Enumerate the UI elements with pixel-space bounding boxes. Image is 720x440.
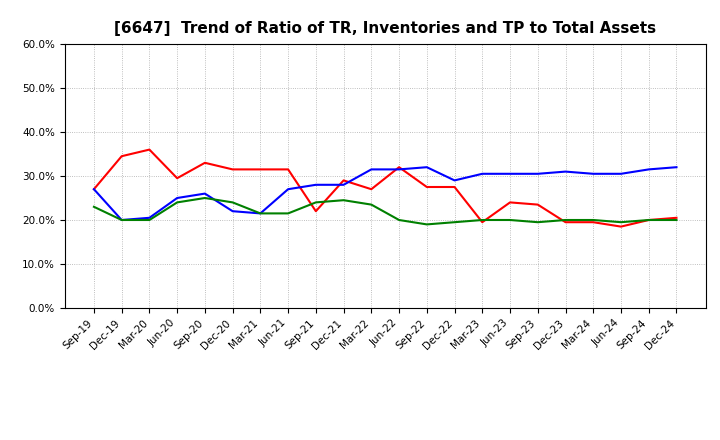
Trade Payables bbox=[589, 217, 598, 223]
Trade Receivables bbox=[589, 220, 598, 225]
Trade Payables bbox=[534, 220, 542, 225]
Trade Receivables bbox=[423, 184, 431, 190]
Inventories bbox=[672, 165, 681, 170]
Inventories bbox=[339, 182, 348, 187]
Trade Receivables bbox=[450, 184, 459, 190]
Trade Payables bbox=[561, 217, 570, 223]
Inventories bbox=[284, 187, 292, 192]
Trade Receivables bbox=[367, 187, 376, 192]
Trade Receivables bbox=[561, 220, 570, 225]
Inventories bbox=[561, 169, 570, 174]
Inventories bbox=[616, 171, 625, 176]
Trade Receivables bbox=[312, 209, 320, 214]
Trade Payables bbox=[117, 217, 126, 223]
Trade Receivables bbox=[616, 224, 625, 229]
Trade Receivables bbox=[89, 187, 98, 192]
Trade Receivables bbox=[201, 160, 210, 165]
Trade Payables bbox=[201, 195, 210, 201]
Trade Payables bbox=[145, 217, 154, 223]
Inventories bbox=[173, 195, 181, 201]
Trade Payables bbox=[478, 217, 487, 223]
Inventories bbox=[478, 171, 487, 176]
Inventories bbox=[644, 167, 653, 172]
Trade Payables bbox=[644, 217, 653, 223]
Trade Receivables bbox=[339, 178, 348, 183]
Inventories bbox=[89, 187, 98, 192]
Trade Receivables bbox=[505, 200, 514, 205]
Trade Receivables bbox=[145, 147, 154, 152]
Inventories bbox=[228, 209, 237, 214]
Inventories bbox=[450, 178, 459, 183]
Trade Receivables bbox=[534, 202, 542, 207]
Trade Payables bbox=[339, 198, 348, 203]
Inventories bbox=[145, 215, 154, 220]
Trade Payables bbox=[616, 220, 625, 225]
Line: Inventories: Inventories bbox=[94, 167, 677, 220]
Trade Receivables bbox=[284, 167, 292, 172]
Trade Receivables bbox=[672, 215, 681, 220]
Trade Receivables bbox=[228, 167, 237, 172]
Trade Payables bbox=[228, 200, 237, 205]
Trade Receivables bbox=[478, 220, 487, 225]
Inventories bbox=[534, 171, 542, 176]
Trade Payables bbox=[256, 211, 265, 216]
Trade Payables bbox=[672, 217, 681, 223]
Inventories bbox=[201, 191, 210, 196]
Title: [6647]  Trend of Ratio of TR, Inventories and TP to Total Assets: [6647] Trend of Ratio of TR, Inventories… bbox=[114, 21, 656, 36]
Inventories bbox=[423, 165, 431, 170]
Line: Trade Receivables: Trade Receivables bbox=[94, 150, 677, 227]
Trade Receivables bbox=[644, 217, 653, 223]
Trade Receivables bbox=[117, 154, 126, 159]
Trade Payables bbox=[312, 200, 320, 205]
Trade Payables bbox=[395, 217, 403, 223]
Inventories bbox=[589, 171, 598, 176]
Trade Payables bbox=[284, 211, 292, 216]
Inventories bbox=[367, 167, 376, 172]
Inventories bbox=[395, 167, 403, 172]
Inventories bbox=[256, 211, 265, 216]
Trade Payables bbox=[89, 204, 98, 209]
Trade Payables bbox=[423, 222, 431, 227]
Trade Payables bbox=[367, 202, 376, 207]
Trade Payables bbox=[450, 220, 459, 225]
Inventories bbox=[312, 182, 320, 187]
Inventories bbox=[505, 171, 514, 176]
Trade Payables bbox=[173, 200, 181, 205]
Trade Receivables bbox=[256, 167, 265, 172]
Trade Payables bbox=[505, 217, 514, 223]
Inventories bbox=[117, 217, 126, 223]
Trade Receivables bbox=[173, 176, 181, 181]
Line: Trade Payables: Trade Payables bbox=[94, 198, 677, 224]
Trade Receivables bbox=[395, 165, 403, 170]
